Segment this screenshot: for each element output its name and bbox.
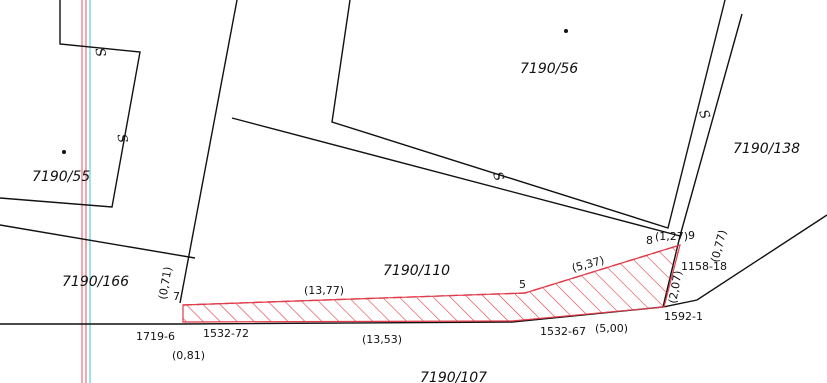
parcel-55-boundary [0, 0, 141, 208]
point-7: 7 [173, 290, 180, 303]
point-1532-72: 1532-72 [203, 327, 249, 340]
dimension-1377: (13,77) [304, 284, 344, 297]
point-9: 9 [688, 229, 695, 242]
point-5: 5 [519, 278, 526, 291]
boundary-marker-1: S [91, 47, 107, 58]
point-1592-1: 1592-1 [664, 310, 703, 323]
point-1158-18: 1158-18 [681, 260, 727, 273]
dimension-077: (0,77) [708, 228, 729, 263]
parcel-dot-55 [62, 150, 66, 154]
boundary-marker-2: S [113, 133, 129, 144]
parcel-138-west-boundary [679, 13, 743, 237]
parcel-label-107: 7190/107 [420, 370, 487, 383]
dimension-081: (0,81) [172, 349, 205, 362]
dimension-1353: (13,53) [362, 333, 402, 346]
parcel-label-166: 7190/166 [62, 274, 129, 290]
point-1719-6: 1719-6 [136, 330, 175, 343]
hatched-area-dashed-edge [182, 244, 681, 306]
parcel-label-110: 7190/110 [383, 263, 450, 279]
dimension-500: (5,00) [595, 322, 628, 335]
parcel-110-north-boundary [231, 117, 681, 237]
parcel-56-boundary [331, 0, 726, 229]
point-1532-67: 1532-67 [540, 325, 586, 338]
parcel-label-55: 7190/55 [32, 169, 90, 185]
parcel-dot-56 [564, 29, 568, 33]
dimension-127: (1,27) [655, 230, 688, 243]
dimension-071: (0,71) [156, 266, 175, 301]
parcel-166-boundary [0, 224, 196, 259]
hatched-area [182, 244, 681, 323]
point-8: 8 [646, 234, 653, 247]
parcel-label-138: 7190/138 [733, 141, 800, 157]
parcel-label-56: 7190/56 [520, 61, 578, 77]
dimension-207: (2,07) [666, 270, 685, 305]
parcel-110-west-boundary [179, 0, 238, 304]
